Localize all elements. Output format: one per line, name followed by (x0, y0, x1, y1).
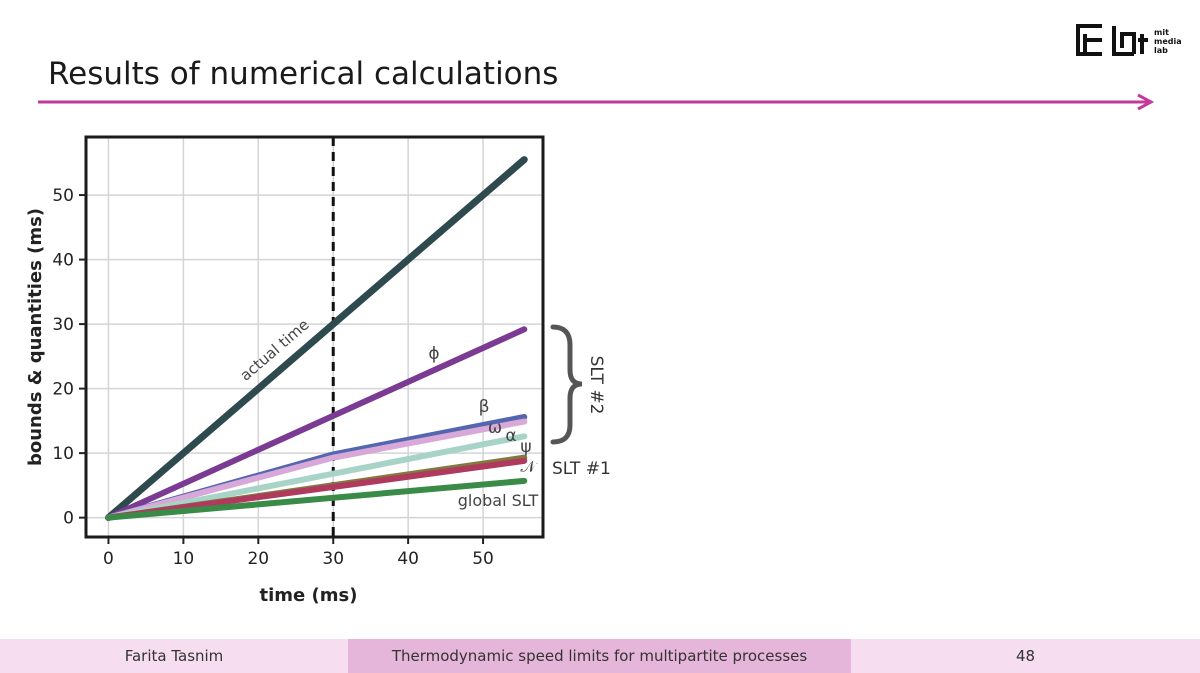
series-label: ϕ (428, 344, 439, 364)
footer-page-number: 48 (851, 639, 1200, 673)
series-label: α (505, 426, 516, 446)
y-tick-label: 50 (52, 186, 74, 206)
plot-frame (84, 135, 545, 539)
y-tick-label: 10 (52, 444, 74, 464)
series-line-4 (105, 418, 528, 521)
series-label: β (479, 397, 490, 417)
footer-author: Farita Tasnim (0, 639, 348, 673)
series-label: ω (488, 418, 502, 438)
y-axis-label: bounds & quantities (ms) (25, 208, 46, 466)
series-line-2 (105, 326, 528, 521)
x-tick-label: 0 (103, 549, 114, 569)
footer-talk-title: Thermodynamic speed limits for multipart… (348, 639, 851, 673)
series-line-1 (104, 156, 528, 522)
x-tick-label: 10 (173, 549, 195, 569)
series-label: 𝒩 (520, 457, 538, 476)
logo-text-1: mit (1154, 28, 1169, 37)
x-axis-label: time (ms) (260, 585, 358, 606)
slt2-brace (550, 324, 583, 445)
title-underline-arrow (38, 93, 1155, 111)
x-tick-label: 40 (397, 549, 419, 569)
series-line-8 (105, 477, 528, 521)
y-tick-label: 20 (52, 380, 74, 400)
footer-bar: Farita Tasnim Thermodynamic speed limits… (0, 639, 1200, 673)
x-tick-label: 50 (472, 549, 494, 569)
series-line-5 (105, 433, 528, 521)
series-label: ψ (520, 437, 531, 457)
y-tick-label: 30 (52, 315, 74, 335)
y-tick-label: 40 (52, 251, 74, 271)
slide-title: Results of numerical calculations (48, 56, 559, 92)
x-tick-label: 30 (322, 549, 344, 569)
x-tick-label: 20 (247, 549, 269, 569)
mit-media-lab-logo: mit media lab (1076, 24, 1182, 56)
series-line-7 (105, 457, 528, 521)
slt1-label: SLT #1 (552, 459, 611, 479)
series-label: global SLT (458, 491, 539, 510)
slt2-label: SLT #2 (586, 356, 606, 415)
y-tick-label: 0 (63, 509, 74, 529)
logo-text-3: lab (1154, 46, 1168, 55)
logo-text-2: media (1154, 37, 1182, 46)
